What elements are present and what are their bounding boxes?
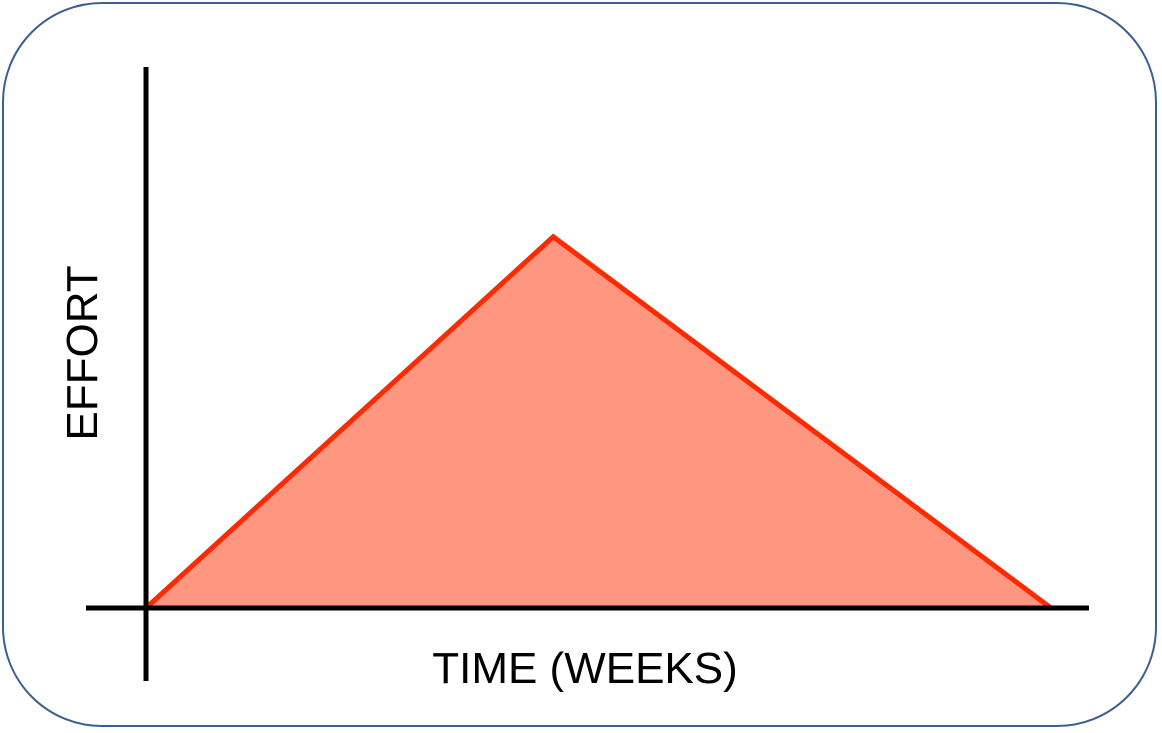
plot-area xyxy=(144,233,1053,611)
x-axis-title: TIME (WEEKS) xyxy=(432,644,738,693)
effort-series-line xyxy=(144,233,1053,611)
y-axis-title: EFFORT xyxy=(58,265,107,440)
effort-area-fill xyxy=(146,236,1051,608)
